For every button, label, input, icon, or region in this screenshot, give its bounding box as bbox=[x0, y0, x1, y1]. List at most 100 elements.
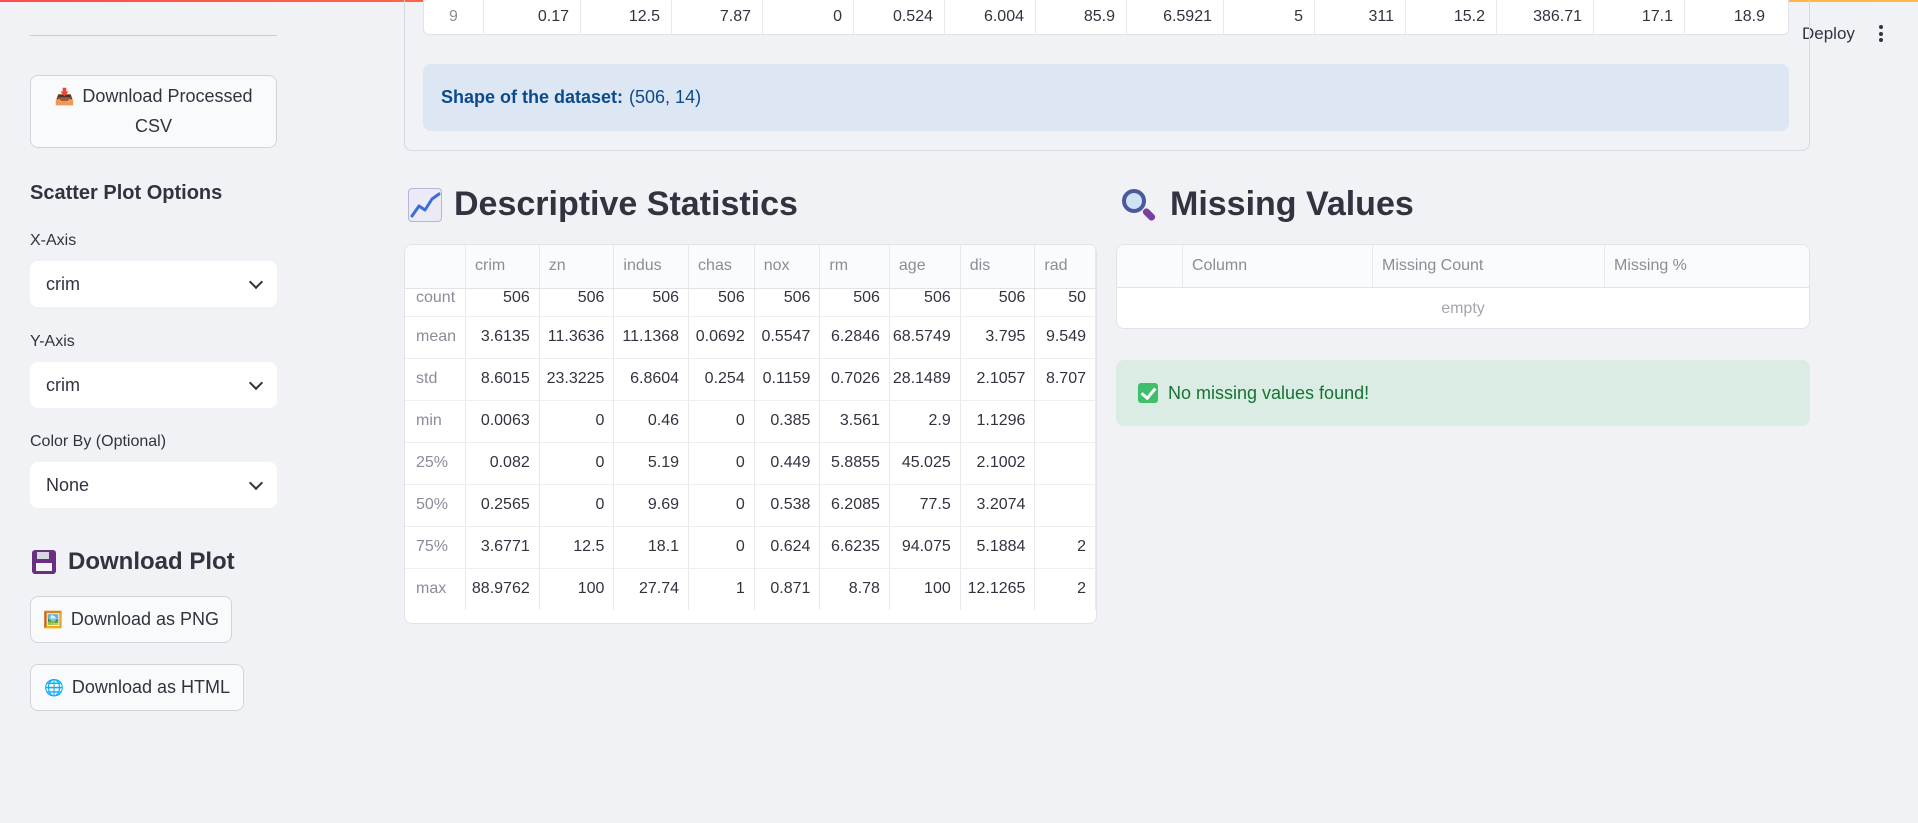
table-cell: 3.2074 bbox=[960, 484, 1036, 527]
dataset-shape-info: Shape of the dataset: (506, 14) bbox=[423, 64, 1789, 131]
table-cell: 0.17 bbox=[484, 0, 581, 34]
color-by-select[interactable]: None bbox=[30, 462, 277, 508]
row-label: mean bbox=[405, 316, 467, 359]
sidebar: 📥 Download Processed CSV Scatter Plot Opt… bbox=[0, 0, 305, 823]
table-cell: 0 bbox=[688, 442, 755, 485]
table-cell: 11.3636 bbox=[539, 316, 615, 359]
row-label: 50% bbox=[405, 484, 467, 527]
table-cell bbox=[1034, 484, 1096, 527]
table-cell: 28.1489 bbox=[889, 358, 961, 401]
color-by-value: None bbox=[46, 474, 90, 495]
table-cell: 3.6135 bbox=[465, 316, 540, 359]
data-preview-table[interactable]: 9 0.17 12.5 7.87 0 0.524 6.004 85.9 6.5921 5 311 15… bbox=[423, 0, 1789, 35]
table-cell: 0.385 bbox=[754, 400, 821, 443]
table-cell: 5.8855 bbox=[819, 442, 890, 485]
table-cell: 0.7026 bbox=[819, 358, 890, 401]
download-png-button[interactable]: 🖼️ Download as PNG bbox=[30, 596, 232, 643]
column-header[interactable]: age bbox=[889, 245, 961, 289]
table-cell: 0.46 bbox=[613, 400, 690, 443]
empty-table-text: empty bbox=[1441, 299, 1485, 317]
inbox-tray-icon: 📥 bbox=[54, 89, 75, 106]
shape-label: Shape of the dataset: bbox=[441, 87, 624, 107]
table-cell: 506 bbox=[819, 288, 890, 317]
column-header[interactable]: zn bbox=[539, 245, 615, 289]
x-axis-select[interactable]: crim bbox=[30, 261, 277, 307]
download-html-label: Download as HTML bbox=[71, 677, 230, 697]
table-cell: 0.624 bbox=[754, 526, 821, 569]
table-cell: 5 bbox=[1224, 0, 1315, 34]
column-header[interactable]: Missing Count bbox=[1373, 245, 1605, 287]
deploy-button[interactable]: Deploy bbox=[1802, 24, 1855, 43]
table-cell: 23.3225 bbox=[539, 358, 615, 401]
column-header[interactable]: rad bbox=[1034, 245, 1096, 289]
y-axis-value: crim bbox=[46, 374, 80, 395]
download-processed-csv-button[interactable]: 📥 Download Processed CSV bbox=[30, 75, 277, 148]
row-index: 9 bbox=[424, 0, 484, 34]
table-cell: 386.71 bbox=[1497, 0, 1594, 34]
missing-values-table[interactable]: Column Missing Count Missing % empty bbox=[1116, 244, 1810, 329]
table-cell: 9.69 bbox=[613, 484, 690, 527]
table-cell: 100 bbox=[889, 568, 961, 610]
descriptive-statistics-table[interactable]: crim zn indus chas nox rm age dis rad count 506 50… bbox=[404, 244, 1097, 624]
table-cell: 6.004 bbox=[945, 0, 1036, 34]
table-cell: 506 bbox=[539, 288, 615, 317]
table-cell: 506 bbox=[754, 288, 821, 317]
column-header[interactable]: rm bbox=[819, 245, 890, 289]
column-header[interactable]: Column bbox=[1183, 245, 1373, 287]
table-cell: 3.561 bbox=[819, 400, 890, 443]
data-preview-container: 9 0.17 12.5 7.87 0 0.524 6.004 85.9 6.5921 5 311 15… bbox=[404, 0, 1810, 151]
success-text: No missing values found! bbox=[1168, 382, 1370, 403]
table-cell: 506 bbox=[613, 288, 690, 317]
column-header[interactable]: nox bbox=[754, 245, 821, 289]
chevron-down-icon bbox=[248, 475, 264, 490]
row-label: 25% bbox=[405, 442, 467, 485]
table-cell: 68.5749 bbox=[889, 316, 961, 359]
column-header[interactable]: indus bbox=[613, 245, 690, 289]
download-html-button[interactable]: 🌐 Download as HTML bbox=[30, 664, 244, 711]
table-cell: 100 bbox=[539, 568, 615, 610]
table-cell: 3.795 bbox=[960, 316, 1036, 359]
table-cell: 2.1002 bbox=[960, 442, 1036, 485]
table-cell: 77.5 bbox=[889, 484, 961, 527]
column-header[interactable]: chas bbox=[688, 245, 755, 289]
table-cell: 506 bbox=[889, 288, 961, 317]
table-cell: 45.025 bbox=[889, 442, 961, 485]
table-cell: 15.2 bbox=[1406, 0, 1497, 34]
column-header[interactable] bbox=[405, 245, 467, 289]
table-cell: 0 bbox=[539, 484, 615, 527]
table-cell: 7.87 bbox=[672, 0, 763, 34]
table-cell: 0.1159 bbox=[754, 358, 821, 401]
table-cell: 8.78 bbox=[819, 568, 890, 610]
table-cell: 0 bbox=[539, 442, 615, 485]
table-cell: 9.549 bbox=[1034, 316, 1096, 359]
row-label: min bbox=[405, 400, 467, 443]
y-axis-select[interactable]: crim bbox=[30, 362, 277, 408]
success-alert: No missing values found! bbox=[1116, 360, 1810, 426]
x-axis-label: X-Axis bbox=[30, 232, 77, 249]
table-cell: 85.9 bbox=[1036, 0, 1127, 34]
table-cell: 1 bbox=[688, 568, 755, 610]
table-cell: 506 bbox=[688, 288, 755, 317]
descriptive-heading-text: Descriptive Statistics bbox=[454, 185, 798, 223]
row-label: 75% bbox=[405, 526, 467, 569]
main-menu-icon[interactable] bbox=[1878, 24, 1884, 44]
table-cell: 0 bbox=[688, 526, 755, 569]
column-header[interactable]: dis bbox=[960, 245, 1036, 289]
column-header[interactable]: Missing % bbox=[1614, 257, 1687, 274]
table-cell: 6.2085 bbox=[819, 484, 890, 527]
globe-icon: 🌐 bbox=[44, 679, 64, 697]
table-row: max 88.9762 100 27.74 1 0.871 8.78 100 12.1265 2 bbox=[405, 568, 1096, 610]
download-csv-label: Download Processed CSV bbox=[82, 86, 253, 136]
column-header[interactable]: crim bbox=[465, 245, 540, 289]
table-cell: 18.9 bbox=[1733, 7, 1765, 25]
table-cell: 0.524 bbox=[854, 0, 945, 34]
table-row: 75% 3.6771 12.5 18.1 0 0.624 6.6235 94.075 5.188… bbox=[405, 526, 1096, 569]
table-cell: 8.6015 bbox=[465, 358, 540, 401]
table-cell: 88.9762 bbox=[465, 568, 540, 610]
table-cell: 0.2565 bbox=[465, 484, 540, 527]
table-cell: 6.8604 bbox=[613, 358, 690, 401]
column-header[interactable] bbox=[1117, 245, 1183, 287]
table-cell: 0.082 bbox=[465, 442, 540, 485]
table-cell: 12.5 bbox=[539, 526, 615, 569]
table-cell: 6.5921 bbox=[1127, 0, 1224, 34]
